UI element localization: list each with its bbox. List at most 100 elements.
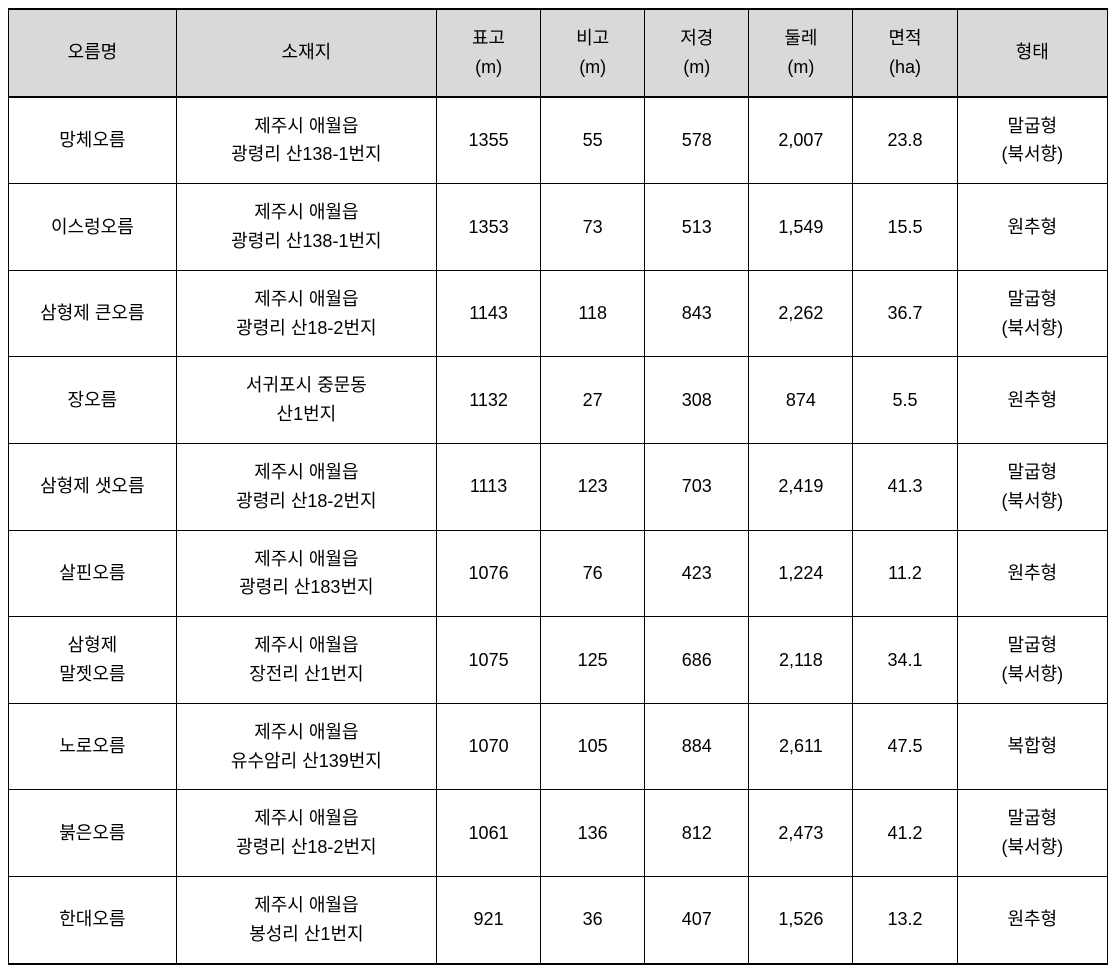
cell-circumference: 874 [749, 357, 853, 444]
cell-base-diameter: 843 [645, 270, 749, 357]
col-header-area: 면적 (ha) [853, 9, 957, 97]
table-row: 붉은오름제주시 애월읍 광령리 산18-2번지10611368122,47341… [9, 790, 1108, 877]
col-header-shape: 형태 [957, 9, 1107, 97]
cell-circumference: 1,526 [749, 876, 853, 963]
col-header-circumference: 둘레 (m) [749, 9, 853, 97]
cell-name: 삼형제 샛오름 [9, 443, 177, 530]
cell-area: 47.5 [853, 703, 957, 790]
cell-area: 23.8 [853, 97, 957, 184]
cell-circumference: 2,611 [749, 703, 853, 790]
cell-elevation: 1353 [437, 184, 541, 271]
cell-base-diameter: 578 [645, 97, 749, 184]
cell-shape: 복합형 [957, 703, 1107, 790]
table-header: 오름명 소재지 표고 (m) 비고 (m) 저경 (m) 둘레 (m) 면적 (… [9, 9, 1108, 97]
cell-elevation: 1061 [437, 790, 541, 877]
cell-shape: 원추형 [957, 357, 1107, 444]
cell-name: 이스렁오름 [9, 184, 177, 271]
cell-circumference: 2,262 [749, 270, 853, 357]
cell-elevation: 1076 [437, 530, 541, 617]
cell-relief: 76 [541, 530, 645, 617]
table-row: 이스렁오름제주시 애월읍 광령리 산138-1번지1353735131,5491… [9, 184, 1108, 271]
cell-base-diameter: 308 [645, 357, 749, 444]
cell-name: 한대오름 [9, 876, 177, 963]
cell-location: 제주시 애월읍 장전리 산1번지 [176, 617, 436, 704]
cell-shape: 원추형 [957, 876, 1107, 963]
col-header-name: 오름명 [9, 9, 177, 97]
cell-elevation: 1355 [437, 97, 541, 184]
cell-circumference: 1,549 [749, 184, 853, 271]
cell-relief: 73 [541, 184, 645, 271]
cell-area: 5.5 [853, 357, 957, 444]
oreum-table: 오름명 소재지 표고 (m) 비고 (m) 저경 (m) 둘레 (m) 면적 (… [8, 8, 1108, 965]
cell-location: 서귀포시 중문동 산1번지 [176, 357, 436, 444]
cell-shape: 말굽형 (북서향) [957, 270, 1107, 357]
cell-area: 41.2 [853, 790, 957, 877]
cell-location: 제주시 애월읍 유수암리 산139번지 [176, 703, 436, 790]
cell-shape: 원추형 [957, 530, 1107, 617]
cell-area: 15.5 [853, 184, 957, 271]
cell-name: 살핀오름 [9, 530, 177, 617]
cell-name: 망체오름 [9, 97, 177, 184]
cell-relief: 55 [541, 97, 645, 184]
cell-base-diameter: 423 [645, 530, 749, 617]
cell-relief: 125 [541, 617, 645, 704]
cell-shape: 말굽형 (북서향) [957, 790, 1107, 877]
table-row: 삼형제 말젯오름제주시 애월읍 장전리 산1번지10751256862,1183… [9, 617, 1108, 704]
col-header-elevation: 표고 (m) [437, 9, 541, 97]
cell-location: 제주시 애월읍 광령리 산138-1번지 [176, 184, 436, 271]
cell-circumference: 2,473 [749, 790, 853, 877]
cell-elevation: 1143 [437, 270, 541, 357]
cell-name: 노로오름 [9, 703, 177, 790]
cell-location: 제주시 애월읍 광령리 산183번지 [176, 530, 436, 617]
cell-relief: 105 [541, 703, 645, 790]
cell-area: 13.2 [853, 876, 957, 963]
cell-base-diameter: 407 [645, 876, 749, 963]
cell-location: 제주시 애월읍 광령리 산18-2번지 [176, 270, 436, 357]
table-row: 삼형제 큰오름제주시 애월읍 광령리 산18-2번지11431188432,26… [9, 270, 1108, 357]
cell-relief: 123 [541, 443, 645, 530]
cell-name: 붉은오름 [9, 790, 177, 877]
cell-location: 제주시 애월읍 광령리 산18-2번지 [176, 443, 436, 530]
cell-shape: 말굽형 (북서향) [957, 443, 1107, 530]
cell-base-diameter: 686 [645, 617, 749, 704]
cell-circumference: 2,118 [749, 617, 853, 704]
cell-name: 삼형제 큰오름 [9, 270, 177, 357]
cell-base-diameter: 513 [645, 184, 749, 271]
table-row: 한대오름제주시 애월읍 봉성리 산1번지921364071,52613.2원추형 [9, 876, 1108, 963]
cell-base-diameter: 703 [645, 443, 749, 530]
cell-elevation: 921 [437, 876, 541, 963]
cell-relief: 118 [541, 270, 645, 357]
table-body: 망체오름제주시 애월읍 광령리 산138-1번지1355555782,00723… [9, 97, 1108, 964]
table-row: 삼형제 샛오름제주시 애월읍 광령리 산18-2번지11131237032,41… [9, 443, 1108, 530]
col-header-base-diameter: 저경 (m) [645, 9, 749, 97]
table-row: 살핀오름제주시 애월읍 광령리 산183번지1076764231,22411.2… [9, 530, 1108, 617]
cell-circumference: 2,007 [749, 97, 853, 184]
cell-base-diameter: 812 [645, 790, 749, 877]
cell-name: 삼형제 말젯오름 [9, 617, 177, 704]
table-row: 망체오름제주시 애월읍 광령리 산138-1번지1355555782,00723… [9, 97, 1108, 184]
cell-relief: 136 [541, 790, 645, 877]
cell-location: 제주시 애월읍 봉성리 산1번지 [176, 876, 436, 963]
table-row: 노로오름제주시 애월읍 유수암리 산139번지10701058842,61147… [9, 703, 1108, 790]
cell-elevation: 1132 [437, 357, 541, 444]
cell-shape: 말굽형 (북서향) [957, 617, 1107, 704]
cell-location: 제주시 애월읍 광령리 산18-2번지 [176, 790, 436, 877]
cell-area: 36.7 [853, 270, 957, 357]
cell-area: 34.1 [853, 617, 957, 704]
cell-shape: 원추형 [957, 184, 1107, 271]
cell-area: 41.3 [853, 443, 957, 530]
cell-shape: 말굽형 (북서향) [957, 97, 1107, 184]
cell-location: 제주시 애월읍 광령리 산138-1번지 [176, 97, 436, 184]
table-row: 장오름서귀포시 중문동 산1번지1132273088745.5원추형 [9, 357, 1108, 444]
cell-base-diameter: 884 [645, 703, 749, 790]
cell-area: 11.2 [853, 530, 957, 617]
cell-elevation: 1070 [437, 703, 541, 790]
cell-circumference: 2,419 [749, 443, 853, 530]
col-header-relief: 비고 (m) [541, 9, 645, 97]
cell-relief: 36 [541, 876, 645, 963]
col-header-location: 소재지 [176, 9, 436, 97]
cell-relief: 27 [541, 357, 645, 444]
cell-name: 장오름 [9, 357, 177, 444]
cell-elevation: 1113 [437, 443, 541, 530]
cell-circumference: 1,224 [749, 530, 853, 617]
